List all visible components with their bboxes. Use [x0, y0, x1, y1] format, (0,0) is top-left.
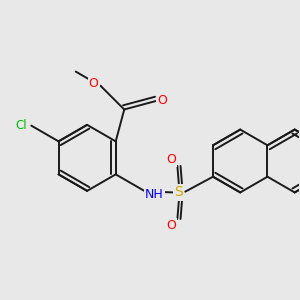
Text: O: O — [166, 153, 176, 166]
Text: O: O — [166, 219, 176, 232]
Text: NH: NH — [145, 188, 164, 200]
Text: S: S — [175, 185, 183, 200]
Text: O: O — [89, 77, 99, 90]
Text: O: O — [158, 94, 167, 106]
Text: Cl: Cl — [15, 119, 27, 132]
